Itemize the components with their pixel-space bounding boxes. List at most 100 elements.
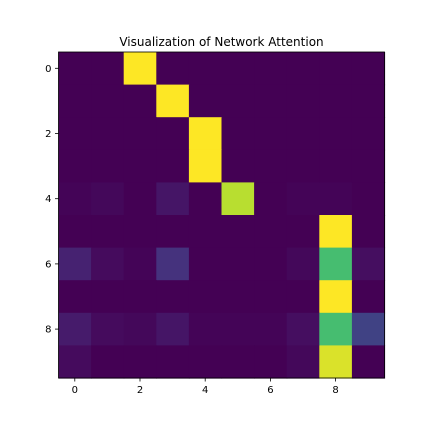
heatmap-cell (319, 52, 353, 86)
heatmap-cell (123, 52, 157, 86)
heatmap-cell (91, 280, 125, 314)
x-tick-label: 2 (137, 385, 143, 396)
y-axis: 0 2 4 6 8 (45, 64, 59, 336)
heatmap-cell (123, 182, 157, 216)
heatmap-cell (91, 182, 125, 216)
heatmap-cell (123, 247, 157, 281)
heatmap-cell (351, 345, 386, 379)
heatmap-cell (319, 84, 353, 118)
heatmap-cell (286, 149, 320, 183)
heatmap-cell (91, 215, 125, 249)
heatmap-cell (351, 280, 386, 314)
heatmap-cell (156, 117, 190, 151)
heatmap-cell (188, 215, 223, 249)
heatmap-cell (286, 215, 320, 249)
heatmap-cell (319, 280, 353, 314)
heatmap-cell (58, 52, 92, 86)
heatmap-cells (58, 52, 386, 379)
heatmap-cell (221, 247, 255, 281)
heatmap-cell (91, 247, 125, 281)
y-tick-label: 6 (45, 259, 51, 270)
heatmap-cell (351, 52, 386, 86)
heatmap-cell (221, 117, 255, 151)
heatmap-cell (156, 312, 190, 346)
heatmap-cell (351, 84, 386, 118)
heatmap-cell (123, 215, 157, 249)
heatmap-cell (351, 149, 386, 183)
heatmap-cell (254, 345, 288, 379)
heatmap-cell (188, 247, 223, 281)
plot-frame (58, 51, 385, 379)
heatmap-cell (286, 52, 320, 86)
heatmap-cell (254, 52, 288, 86)
y-tick-label: 4 (45, 194, 51, 205)
heatmap-cell (58, 84, 92, 118)
heatmap-cell (58, 312, 92, 346)
heatmap-cell (58, 149, 92, 183)
heatmap-cell (254, 312, 288, 346)
heatmap-cell (156, 182, 190, 216)
heatmap-cell (91, 117, 125, 151)
heatmap-cell (156, 215, 190, 249)
y-tick-label: 0 (45, 64, 51, 75)
heatmap-cell (91, 312, 125, 346)
heatmap-cell (221, 149, 255, 183)
heatmap-cell (319, 312, 353, 346)
chart-title: Visualization of Network Attention (119, 35, 323, 49)
heatmap-cell (254, 247, 288, 281)
heatmap-cell (188, 84, 223, 118)
x-tick-label: 6 (267, 385, 273, 396)
heatmap-cell (221, 84, 255, 118)
heatmap-cell (188, 182, 223, 216)
heatmap-cell (351, 182, 386, 216)
heatmap-cell (319, 215, 353, 249)
heatmap-cell (254, 280, 288, 314)
heatmap-cell (286, 345, 320, 379)
heatmap-cell (221, 182, 255, 216)
heatmap-cell (286, 84, 320, 118)
x-axis: 0 2 4 6 8 (72, 378, 339, 396)
heatmap-cell (221, 280, 255, 314)
heatmap-cell (188, 345, 223, 379)
heatmap-cell (91, 345, 125, 379)
heatmap-cell (58, 345, 92, 379)
heatmap-cell (123, 312, 157, 346)
heatmap-cell (286, 280, 320, 314)
heatmap-cell (91, 52, 125, 86)
heatmap-cell (58, 117, 92, 151)
heatmap-cell (286, 312, 320, 346)
heatmap-cell (286, 247, 320, 281)
heatmap-cell (188, 312, 223, 346)
heatmap-cell (286, 182, 320, 216)
heatmap-cell (319, 149, 353, 183)
x-tick-label: 8 (332, 385, 338, 396)
heatmap-cell (254, 215, 288, 249)
heatmap-cell (156, 52, 190, 86)
heatmap-cell (156, 247, 190, 281)
heatmap-cell (319, 345, 353, 379)
heatmap-cell (254, 117, 288, 151)
heatmap-cell (319, 247, 353, 281)
heatmap-cell (188, 280, 223, 314)
x-tick-label: 4 (202, 385, 208, 396)
heatmap-cell (254, 182, 288, 216)
heatmap-cell (221, 215, 255, 249)
heatmap-cell (351, 215, 386, 249)
heatmap-cell (319, 117, 353, 151)
heatmap-cell (254, 84, 288, 118)
heatmap-cell (58, 215, 92, 249)
heatmap-cell (188, 52, 223, 86)
heatmap-cell (221, 52, 255, 86)
heatmap-cell (58, 247, 92, 281)
heatmap-cell (156, 149, 190, 183)
heatmap-cell (351, 247, 386, 281)
heatmap-cell (123, 345, 157, 379)
heatmap-cell (156, 345, 190, 379)
y-tick-label: 2 (45, 129, 51, 140)
x-tick-label: 0 (72, 385, 78, 396)
y-tick-label: 8 (45, 325, 51, 336)
heatmap-cell (58, 280, 92, 314)
heatmap-cell (91, 84, 125, 118)
heatmap-cell (286, 117, 320, 151)
